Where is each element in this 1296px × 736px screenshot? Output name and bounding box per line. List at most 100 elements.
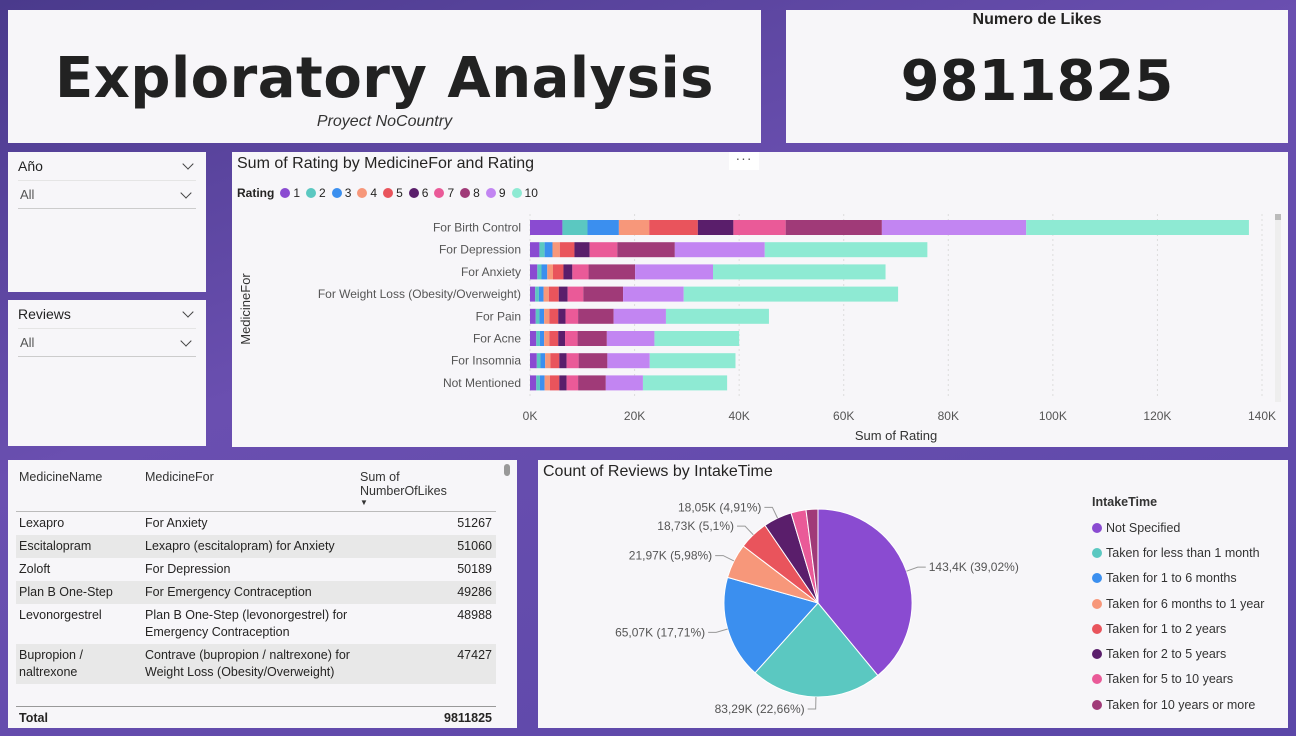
bar-segment[interactable] (549, 375, 560, 391)
bar-segment[interactable] (536, 331, 540, 346)
bar-segment[interactable] (578, 375, 606, 391)
legend-item-rating-2[interactable]: 2 (306, 186, 326, 200)
bar-segment[interactable] (566, 353, 579, 369)
legend-item-rating-5[interactable]: 5 (383, 186, 403, 200)
legend-item-rating-4[interactable]: 4 (357, 186, 377, 200)
bar-segment[interactable] (565, 331, 578, 346)
bar-segment[interactable] (642, 375, 728, 391)
bar-segment[interactable] (530, 375, 537, 391)
bar-segment[interactable] (530, 353, 537, 369)
bar-segment[interactable] (589, 242, 618, 258)
bar-segment[interactable] (543, 286, 549, 302)
bar-segment[interactable] (713, 264, 886, 280)
bar-segment[interactable] (618, 220, 650, 235)
reviews-slicer-header[interactable]: Reviews (18, 306, 196, 322)
table-row[interactable]: Escitalopram Lexapro (escitalopram) for A… (16, 535, 496, 558)
legend-item-intake[interactable]: Taken for less than 1 month (1092, 540, 1264, 565)
chart-scrollbar[interactable] (1275, 214, 1281, 402)
col-header-medicine-for[interactable]: MedicineFor (145, 470, 214, 484)
bar-segment[interactable] (563, 264, 573, 280)
legend-item-intake[interactable]: Taken for 10 years or more (1092, 692, 1264, 717)
table-row[interactable]: Lexapro For Anxiety 51267 (16, 512, 496, 535)
legend-item-rating-10[interactable]: 10 (511, 186, 538, 200)
bar-segment[interactable] (530, 308, 536, 324)
bar-segment[interactable] (536, 375, 540, 391)
legend-item-rating-1[interactable]: 1 (280, 186, 300, 200)
bar-segment[interactable] (881, 220, 1027, 235)
bar-segment[interactable] (674, 242, 765, 258)
bar-segment[interactable] (635, 264, 713, 280)
table-scrollbar[interactable] (504, 464, 510, 476)
bar-segment[interactable] (538, 286, 544, 302)
chevron-down-icon[interactable] (182, 158, 194, 170)
bar-segment[interactable] (606, 331, 655, 346)
bar-segment[interactable] (552, 242, 560, 258)
bar-segment[interactable] (530, 286, 536, 302)
bar-segment[interactable] (577, 331, 607, 346)
legend-item-intake[interactable]: Taken for 2 to 5 years (1092, 641, 1264, 666)
bar-segment[interactable] (613, 308, 666, 324)
bar-segment[interactable] (558, 331, 566, 346)
legend-item-intake[interactable]: Taken for 1 to 2 years (1092, 616, 1264, 641)
legend-item-rating-8[interactable]: 8 (460, 186, 480, 200)
bar-segment[interactable] (764, 242, 928, 258)
bar-segment[interactable] (683, 286, 899, 302)
bar-segment[interactable] (665, 308, 769, 324)
bar-segment[interactable] (549, 308, 559, 324)
legend-item-intake[interactable]: Taken for 1 to 6 months (1092, 566, 1264, 591)
table-row[interactable]: Levonorgestrel Plan B One-Step (levonorge… (16, 604, 496, 644)
bar-segment[interactable] (541, 264, 548, 280)
bar-segment[interactable] (785, 220, 882, 235)
year-slicer-header[interactable]: Año (18, 158, 196, 174)
pie-slice[interactable] (723, 576, 819, 674)
bar-segment[interactable] (536, 353, 541, 369)
legend-item-rating-7[interactable]: 7 (434, 186, 454, 200)
bar-segment[interactable] (544, 375, 550, 391)
more-options-icon[interactable]: ··· (729, 151, 759, 170)
legend-item-rating-6[interactable]: 6 (408, 186, 428, 200)
bar-segment[interactable] (697, 220, 734, 235)
bar-segment[interactable] (654, 331, 740, 346)
bar-segment[interactable] (583, 286, 624, 302)
bar-segment[interactable] (544, 331, 550, 346)
legend-item-intake[interactable]: Taken for 5 to 10 years (1092, 667, 1264, 692)
bar-segment[interactable] (559, 353, 567, 369)
bar-segment[interactable] (588, 264, 636, 280)
bar-segment[interactable] (565, 308, 579, 324)
bar-segment[interactable] (539, 308, 545, 324)
col-header-medicine-name[interactable]: MedicineName (19, 470, 103, 484)
bar-segment[interactable] (605, 375, 643, 391)
bar-segment[interactable] (553, 264, 564, 280)
bar-segment[interactable] (578, 308, 614, 324)
bar-segment[interactable] (587, 220, 619, 235)
bar-segment[interactable] (572, 264, 589, 280)
bar-segment[interactable] (539, 375, 545, 391)
bar-segment[interactable] (566, 375, 579, 391)
bar-segment[interactable] (530, 242, 540, 258)
bar-segment[interactable] (649, 353, 736, 369)
bar-segment[interactable] (544, 242, 553, 258)
bar-segment[interactable] (544, 308, 550, 324)
bar-segment[interactable] (559, 375, 567, 391)
bar-segment[interactable] (617, 242, 675, 258)
year-slicer-dropdown[interactable]: All (18, 180, 196, 209)
bar-segment[interactable] (550, 353, 560, 369)
bar-segment[interactable] (537, 264, 542, 280)
bar-segment[interactable] (607, 353, 650, 369)
pie-slice[interactable] (754, 602, 879, 698)
bar-segment[interactable] (623, 286, 684, 302)
table-row[interactable]: Zoloft For Depression 50189 (16, 558, 496, 581)
bar-segment[interactable] (559, 242, 575, 258)
bar-segment[interactable] (578, 353, 608, 369)
pie-slice[interactable] (817, 508, 913, 677)
chevron-down-icon[interactable] (182, 306, 194, 318)
bar-segment[interactable] (733, 220, 786, 235)
bar-segment[interactable] (558, 308, 566, 324)
table-row[interactable]: Bupropion / naltrexone Contrave (bupropio… (16, 644, 496, 684)
reviews-slicer-dropdown[interactable]: All (18, 328, 196, 357)
bar-segment[interactable] (558, 286, 568, 302)
col-header-likes[interactable]: Sum of NumberOfLikes ▼ (350, 470, 496, 511)
bar-segment[interactable] (545, 353, 551, 369)
bar-segment[interactable] (530, 264, 538, 280)
legend-item-intake[interactable]: Taken for 6 months to 1 year (1092, 591, 1264, 616)
